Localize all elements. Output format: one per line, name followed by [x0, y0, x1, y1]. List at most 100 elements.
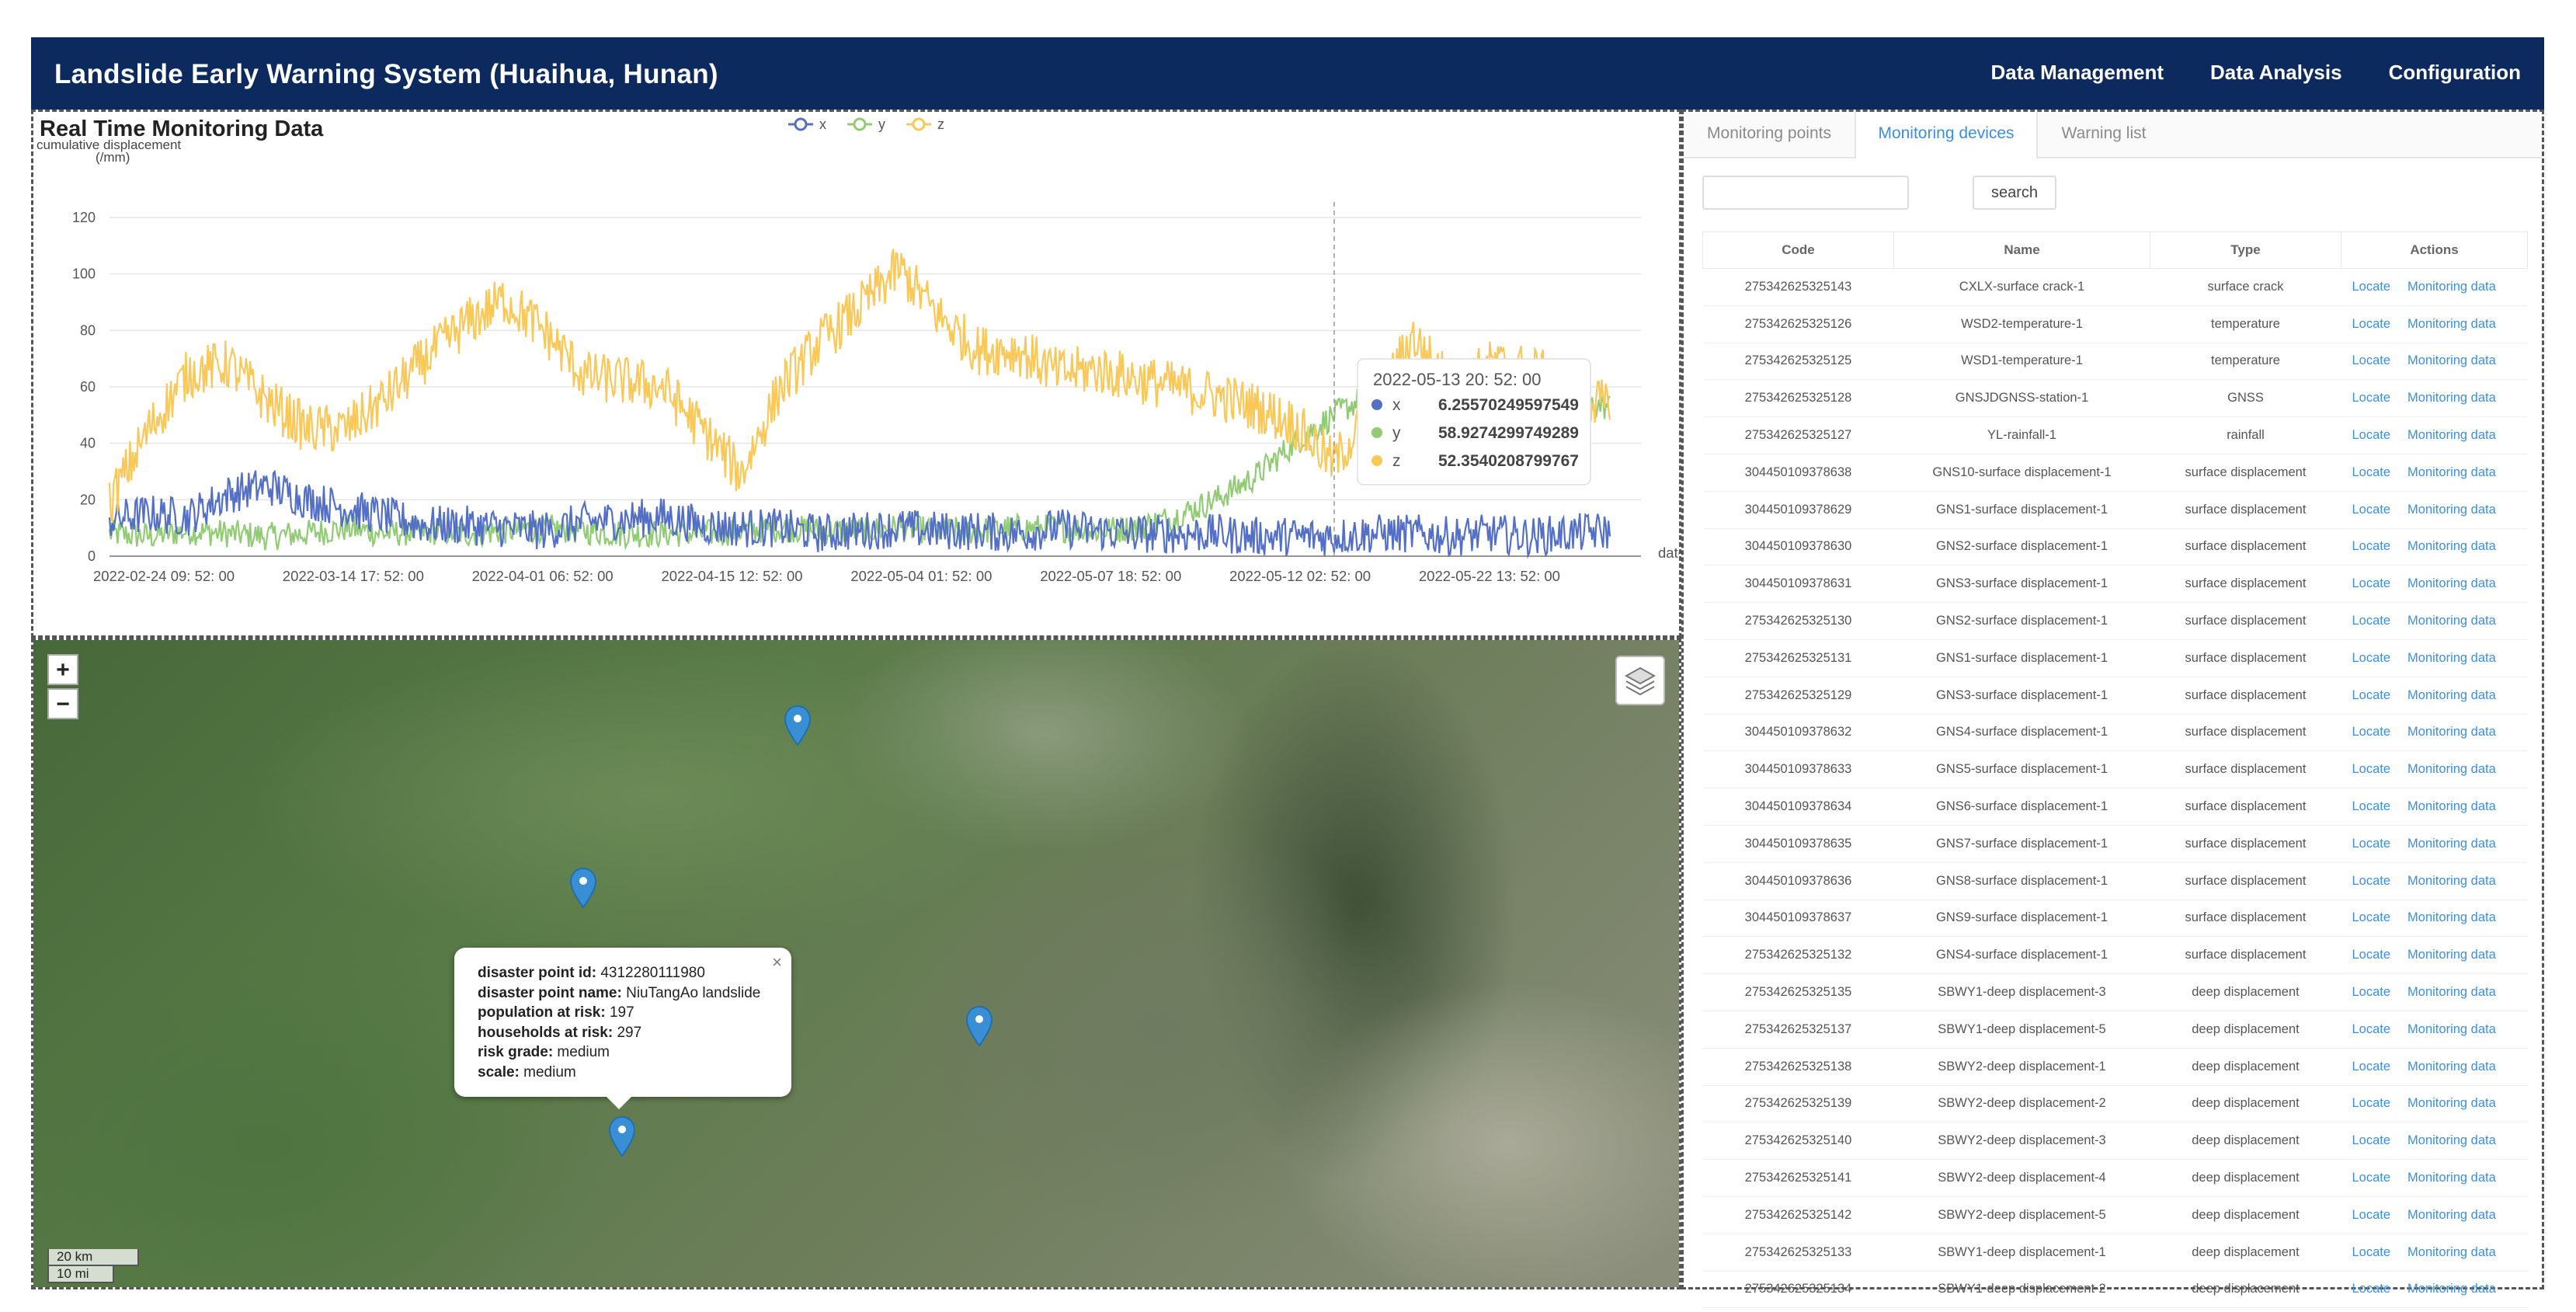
- map-marker-icon[interactable]: [569, 867, 597, 909]
- device-code: 275342625325143: [1702, 268, 1894, 306]
- monitoring-data-link[interactable]: Monitoring data: [2407, 1059, 2496, 1074]
- legend-marker-z[interactable]: [912, 117, 926, 131]
- map-panel[interactable]: + − × disaster point id: 43122: [31, 638, 1681, 1289]
- row-actions: Locate Monitoring data: [2341, 343, 2528, 381]
- nav-data-analysis[interactable]: Data Analysis: [2210, 61, 2342, 84]
- locate-link[interactable]: Locate: [2352, 1059, 2391, 1074]
- device-type: deep displacement: [2150, 1048, 2341, 1086]
- monitoring-data-link[interactable]: Monitoring data: [2407, 539, 2496, 554]
- monitoring-data-link[interactable]: Monitoring data: [2407, 428, 2496, 443]
- locate-link[interactable]: Locate: [2352, 1244, 2391, 1259]
- locate-link[interactable]: Locate: [2352, 1171, 2391, 1185]
- locate-link[interactable]: Locate: [2352, 1207, 2391, 1222]
- locate-link[interactable]: Locate: [2352, 985, 2391, 1000]
- tab-monitoring-devices[interactable]: Monitoring devices: [1855, 112, 2038, 158]
- monitoring-data-link[interactable]: Monitoring data: [2407, 650, 2496, 665]
- legend-marker-y[interactable]: [853, 117, 867, 131]
- device-name: GNS7-surface displacement-1: [1893, 825, 2150, 863]
- device-code: 275342625325130: [1702, 602, 1894, 640]
- x-tick-label: 2022-04-01 06: 52: 00: [472, 568, 614, 584]
- series-line-x[interactable]: [108, 469, 1611, 559]
- monitoring-data-link[interactable]: Monitoring data: [2407, 279, 2496, 294]
- locate-link[interactable]: Locate: [2352, 836, 2391, 851]
- monitoring-data-link[interactable]: Monitoring data: [2407, 1021, 2496, 1036]
- top-nav: Data Management Data Analysis Configurat…: [1991, 61, 2521, 85]
- monitoring-data-link[interactable]: Monitoring data: [2407, 799, 2496, 814]
- satellite-map[interactable]: [33, 640, 1679, 1287]
- locate-link[interactable]: Locate: [2352, 873, 2391, 888]
- table-row: 275342625325128 GNSJDGNSS-station-1 GNSS Lo…: [1702, 379, 2528, 418]
- monitoring-data-link[interactable]: Monitoring data: [2407, 1244, 2496, 1259]
- map-marker-icon[interactable]: [784, 705, 812, 746]
- locate-link[interactable]: Locate: [2352, 762, 2391, 777]
- layers-button[interactable]: [1615, 656, 1665, 705]
- monitoring-data-link[interactable]: Monitoring data: [2407, 353, 2496, 368]
- locate-link[interactable]: Locate: [2352, 910, 2391, 925]
- device-name: CXLX-surface crack-1: [1893, 268, 2150, 306]
- locate-link[interactable]: Locate: [2352, 1021, 2391, 1036]
- zoom-in-button[interactable]: +: [47, 654, 78, 685]
- tooltip-series-name: z: [1392, 452, 1401, 470]
- monitoring-data-link[interactable]: Monitoring data: [2407, 1207, 2496, 1222]
- locate-link[interactable]: Locate: [2352, 1096, 2391, 1111]
- monitoring-data-link[interactable]: Monitoring data: [2407, 1096, 2496, 1111]
- locate-link[interactable]: Locate: [2352, 1282, 2391, 1296]
- monitoring-data-link[interactable]: Monitoring data: [2407, 614, 2496, 628]
- monitoring-data-link[interactable]: Monitoring data: [2407, 1282, 2496, 1296]
- monitoring-data-link[interactable]: Monitoring data: [2407, 985, 2496, 1000]
- locate-link[interactable]: Locate: [2352, 279, 2391, 294]
- locate-link[interactable]: Locate: [2352, 576, 2391, 591]
- locate-link[interactable]: Locate: [2352, 428, 2391, 443]
- row-actions: Locate Monitoring data: [2341, 1085, 2528, 1123]
- popup-close-button[interactable]: ×: [772, 952, 782, 972]
- monitoring-data-link[interactable]: Monitoring data: [2407, 1171, 2496, 1185]
- map-marker-icon[interactable]: [965, 1005, 993, 1047]
- locate-link[interactable]: Locate: [2352, 725, 2391, 740]
- monitoring-data-link[interactable]: Monitoring data: [2407, 687, 2496, 702]
- monitoring-data-link[interactable]: Monitoring data: [2407, 465, 2496, 479]
- locate-link[interactable]: Locate: [2352, 650, 2391, 665]
- legend-marker-x[interactable]: [794, 117, 808, 131]
- monitoring-data-link[interactable]: Monitoring data: [2407, 576, 2496, 591]
- monitoring-data-link[interactable]: Monitoring data: [2407, 1133, 2496, 1148]
- legend-label: y: [878, 117, 885, 132]
- nav-data-management[interactable]: Data Management: [1990, 61, 2164, 84]
- device-code: 304450109378631: [1702, 565, 1894, 604]
- map-marker-icon[interactable]: [608, 1115, 636, 1157]
- locate-link[interactable]: Locate: [2352, 316, 2391, 331]
- locate-link[interactable]: Locate: [2352, 1133, 2391, 1148]
- monitoring-data-link[interactable]: Monitoring data: [2407, 391, 2496, 405]
- row-actions: Locate Monitoring data: [2341, 565, 2528, 604]
- device-type: surface displacement: [2150, 602, 2341, 640]
- monitoring-data-link[interactable]: Monitoring data: [2407, 762, 2496, 777]
- displacement-line-chart[interactable]: 0 20 40 60 80 100 120 2022-02-24 09: 52: 00 202…: [33, 112, 1679, 635]
- monitoring-data-link[interactable]: Monitoring data: [2407, 873, 2496, 888]
- table-row: 275342625325139 SBWY2-deep displacement-2…: [1702, 1085, 2528, 1123]
- monitoring-data-link[interactable]: Monitoring data: [2407, 948, 2496, 962]
- tab-monitoring-points[interactable]: Monitoring points: [1707, 124, 1831, 142]
- y-tick-label: 120: [72, 210, 96, 225]
- row-actions: Locate Monitoring data: [2341, 750, 2528, 789]
- locate-link[interactable]: Locate: [2352, 502, 2391, 517]
- nav-configuration[interactable]: Configuration: [2388, 61, 2521, 84]
- locate-link[interactable]: Locate: [2352, 948, 2391, 962]
- locate-link[interactable]: Locate: [2352, 614, 2391, 628]
- locate-link[interactable]: Locate: [2352, 539, 2391, 554]
- monitoring-data-link[interactable]: Monitoring data: [2407, 910, 2496, 925]
- locate-link[interactable]: Locate: [2352, 465, 2391, 479]
- locate-link[interactable]: Locate: [2352, 391, 2391, 405]
- device-name: GNS3-surface displacement-1: [1893, 677, 2150, 715]
- monitoring-data-link[interactable]: Monitoring data: [2407, 725, 2496, 740]
- monitoring-data-link[interactable]: Monitoring data: [2407, 836, 2496, 851]
- search-button[interactable]: search: [1973, 176, 2056, 210]
- monitoring-data-link[interactable]: Monitoring data: [2407, 316, 2496, 331]
- monitoring-data-link[interactable]: Monitoring data: [2407, 502, 2496, 517]
- search-input[interactable]: [1702, 176, 1909, 210]
- table-row: 304450109378631 GNS3-surface displacement…: [1702, 565, 2528, 604]
- zoom-out-button[interactable]: −: [47, 688, 78, 719]
- tab-warning-list[interactable]: Warning list: [2061, 124, 2147, 142]
- locate-link[interactable]: Locate: [2352, 799, 2391, 814]
- locate-link[interactable]: Locate: [2352, 353, 2391, 368]
- device-type: surface displacement: [2150, 714, 2341, 752]
- locate-link[interactable]: Locate: [2352, 687, 2391, 702]
